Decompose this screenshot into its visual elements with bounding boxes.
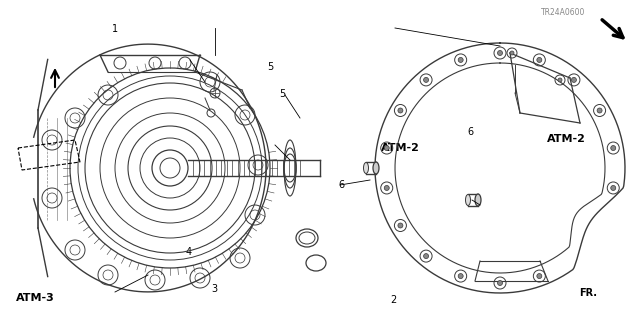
Text: 2: 2 [390, 295, 397, 305]
Circle shape [611, 145, 616, 151]
Text: 3: 3 [211, 284, 218, 294]
Text: 5: 5 [268, 62, 274, 72]
Text: TR24A0600: TR24A0600 [541, 8, 585, 17]
Ellipse shape [465, 195, 470, 205]
Circle shape [398, 223, 403, 228]
Circle shape [597, 108, 602, 113]
Circle shape [510, 51, 514, 55]
Text: 6: 6 [338, 180, 344, 190]
Ellipse shape [475, 194, 481, 206]
Text: ATM-3: ATM-3 [16, 293, 55, 303]
Text: 1: 1 [112, 24, 118, 34]
Circle shape [458, 57, 463, 63]
Circle shape [398, 108, 403, 113]
Circle shape [458, 274, 463, 278]
Circle shape [537, 57, 542, 63]
Circle shape [384, 185, 389, 190]
Text: 4: 4 [186, 247, 192, 257]
Text: 5: 5 [280, 89, 286, 99]
Ellipse shape [373, 162, 379, 174]
Circle shape [572, 78, 577, 82]
Text: FR.: FR. [579, 288, 597, 299]
Text: 6: 6 [467, 127, 474, 137]
Circle shape [384, 145, 389, 151]
Circle shape [558, 78, 562, 82]
Circle shape [497, 50, 502, 56]
Ellipse shape [364, 162, 369, 174]
Circle shape [424, 254, 429, 259]
Circle shape [537, 274, 542, 278]
Circle shape [611, 185, 616, 190]
Text: ATM-2: ATM-2 [381, 143, 420, 153]
Circle shape [497, 280, 502, 286]
Text: ATM-2: ATM-2 [547, 134, 586, 144]
Circle shape [424, 78, 429, 82]
